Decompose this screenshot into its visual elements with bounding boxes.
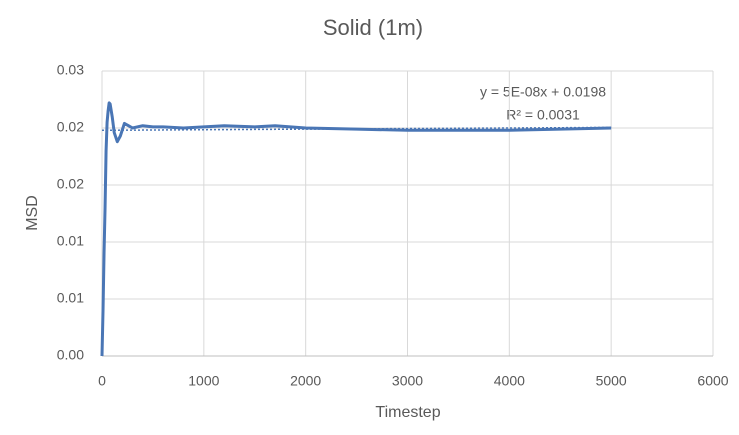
trendline: [101, 126, 612, 132]
x-tick-label: 2000: [290, 373, 321, 389]
x-tick-label: 0: [98, 373, 106, 389]
r-squared: R² = 0.0031: [506, 107, 580, 123]
x-axis-title: Timestep: [375, 404, 440, 421]
y-axis-title: MSD: [24, 195, 41, 231]
x-tick-label: 1000: [188, 373, 219, 389]
y-tick-label: 0.01: [57, 233, 84, 249]
chart-title: Solid (1m): [323, 15, 423, 40]
y-tick-label: 0.03: [57, 62, 84, 78]
y-tick-label: 0.00: [57, 347, 84, 363]
y-tick-label: 0.02: [57, 119, 84, 135]
x-tick-label: 4000: [494, 373, 525, 389]
data-line: [100, 101, 612, 357]
y-tick-label: 0.02: [57, 176, 84, 192]
x-tick-label: 5000: [596, 373, 627, 389]
y-tick-label: 0.01: [57, 290, 84, 306]
x-tick-label: 3000: [392, 373, 423, 389]
x-tick-label: 6000: [697, 373, 728, 389]
trendline-equation: y = 5E-08x + 0.0198: [480, 84, 606, 100]
